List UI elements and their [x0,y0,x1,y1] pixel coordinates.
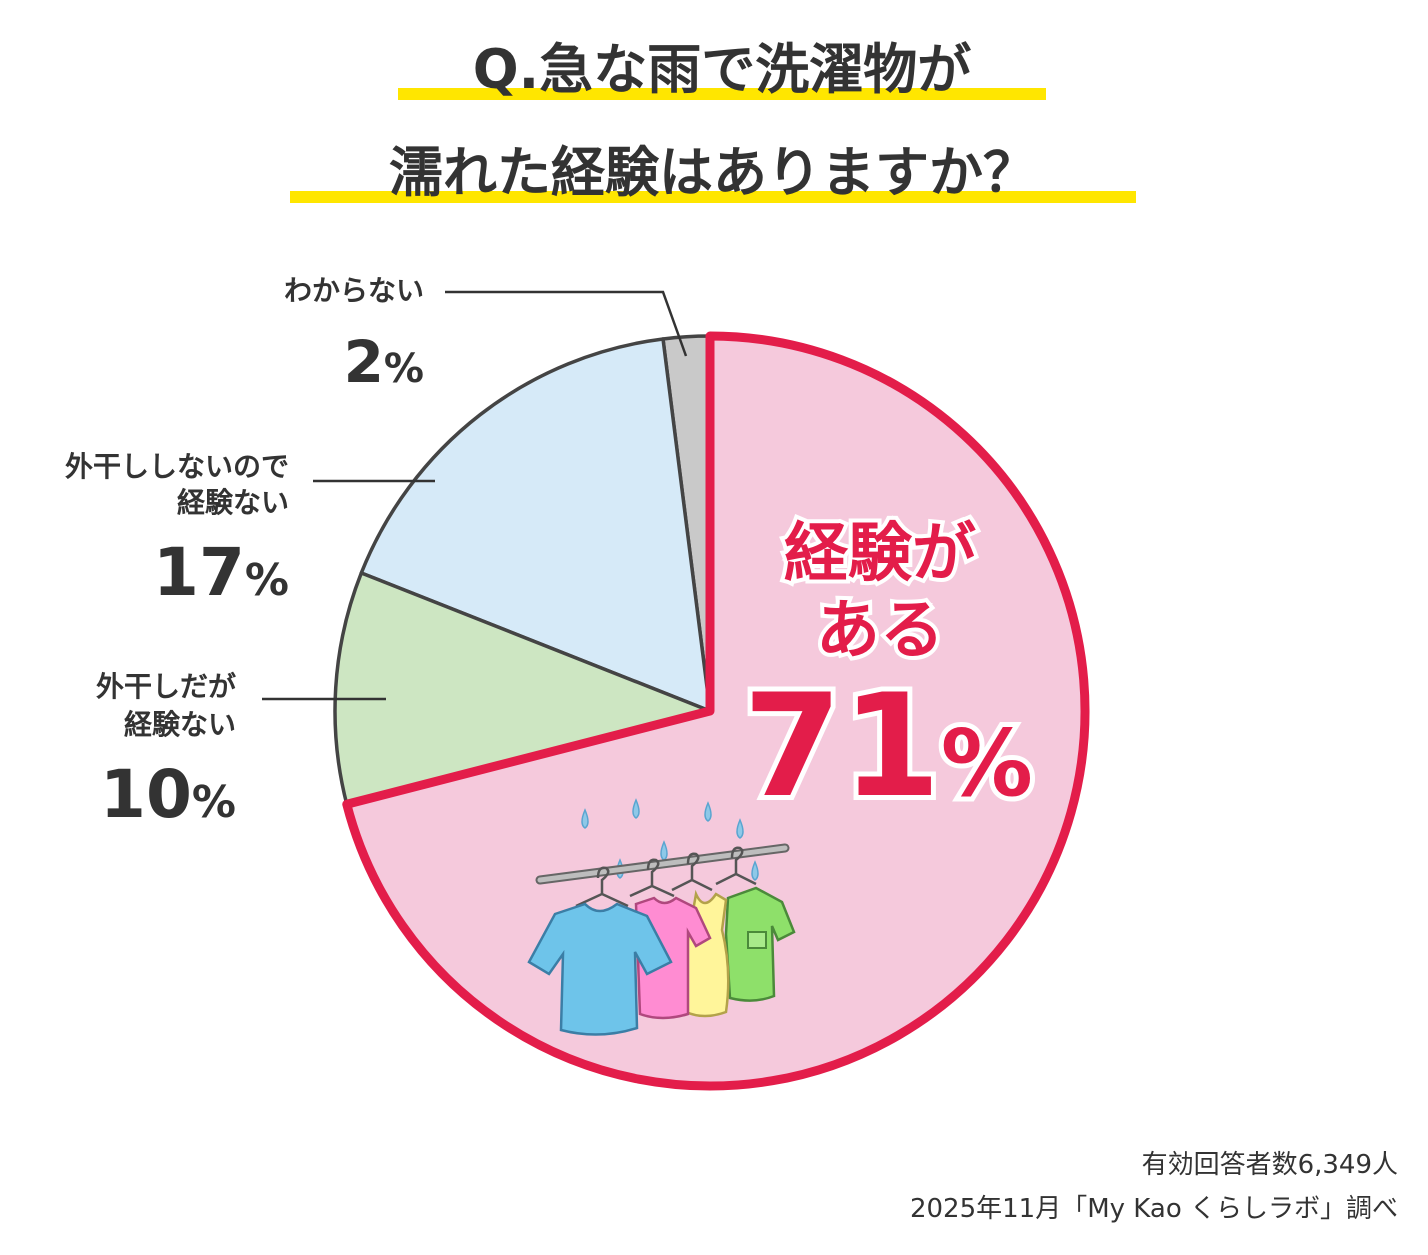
title-underline-2 [290,191,1136,203]
hanger-icon [575,866,629,908]
wet-laundry-illustration [527,798,796,1036]
leader-line-unknown [445,290,688,357]
pie-slices [333,331,1090,1091]
label-unknown: わからない [284,274,424,307]
pie-slice-experienced [342,331,1090,1091]
label-no-outdoor-drying-line-1: 外干ししないので [65,450,289,483]
raindrop-icon [736,818,744,839]
value-number-outdoor-no-experience: 10 [100,756,192,833]
value-number-unknown: 2 [344,328,384,396]
chart-title-line-2: 濡れた経験はありますか？ [389,141,1037,204]
value-number-no-outdoor-drying: 17 [153,534,245,611]
hanger-icon [671,852,713,892]
value-label-unknown: 2% [344,328,424,396]
value-label-outdoor-no-experience: 10% [100,756,236,833]
value-unit-outdoor-no-experience: % [192,777,236,828]
footnote-source: 2025年11月「My Kao くらしラボ」調べ [910,1194,1398,1224]
label-no-outdoor-drying-line-2: 経験ない [177,486,289,519]
value-unit-no-outdoor-drying: % [245,555,289,606]
value-unit-unknown: % [384,346,424,392]
blue-shirt-icon [527,902,673,1036]
label-outdoor-no-experience-line-2: 経験ない [124,708,236,741]
title-underline-1 [398,88,1046,100]
label-experienced-line-2: ある [816,594,944,668]
raindrop-icon [704,801,712,822]
label-outdoor-no-experience-line-1: 外干しだが [96,670,236,703]
hanger-icon [715,846,757,886]
value-number-experienced: 71 [743,664,941,829]
footnote-respondents: 有効回答者数6,349人 [1142,1150,1398,1180]
shirt-pocket [747,931,767,949]
value-label-no-outdoor-drying: 17% [153,534,289,611]
pie-slice-no-outdoor-drying [359,337,712,713]
label-experienced-line-1: 経験が [784,517,976,591]
raindrop-icon [581,808,589,829]
hanging-pole-highlight [537,845,788,883]
chart-title-line-1: Q.急な雨で洗濯物が [473,38,971,101]
raindrop-icon [632,798,640,819]
pie-slice-outdoor-no-experience [333,571,712,807]
hanger-icon [629,858,675,898]
raindrop-icon [751,860,759,881]
value-label-experienced: 71% [743,664,1033,829]
value-unit-experienced: % [941,710,1033,817]
